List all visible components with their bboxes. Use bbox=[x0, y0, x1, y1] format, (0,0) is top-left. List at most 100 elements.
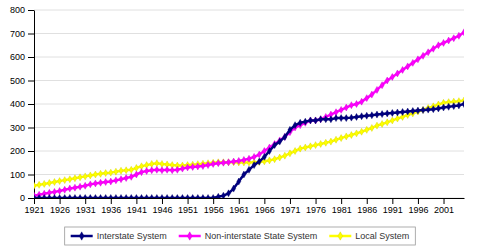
y-tick-mark bbox=[28, 104, 34, 105]
point bbox=[436, 105, 440, 112]
point bbox=[88, 172, 92, 179]
x-tick: 1946 bbox=[152, 198, 172, 215]
point bbox=[288, 126, 292, 133]
point bbox=[303, 118, 307, 125]
point bbox=[267, 157, 271, 164]
point bbox=[390, 117, 394, 124]
point bbox=[68, 185, 72, 192]
point bbox=[411, 59, 415, 66]
point bbox=[211, 195, 215, 198]
series-line bbox=[34, 104, 464, 198]
point bbox=[314, 142, 318, 149]
point bbox=[58, 187, 62, 194]
point bbox=[349, 114, 353, 121]
point bbox=[354, 113, 358, 120]
point bbox=[242, 156, 246, 163]
x-tick: 1971 bbox=[280, 198, 300, 215]
series-layer bbox=[34, 29, 464, 198]
x-tick-label: 1936 bbox=[101, 205, 121, 215]
point bbox=[129, 173, 133, 180]
y-tick: 100 bbox=[10, 170, 34, 180]
grid-line bbox=[34, 33, 464, 34]
point bbox=[170, 167, 174, 174]
legend-frame bbox=[65, 227, 416, 245]
y-tick-label: 700 bbox=[10, 29, 25, 39]
point bbox=[354, 101, 358, 108]
point bbox=[37, 181, 41, 188]
y-tick: 200 bbox=[10, 146, 34, 156]
point bbox=[344, 115, 348, 122]
series-line bbox=[34, 32, 464, 195]
point bbox=[52, 195, 56, 198]
point bbox=[129, 195, 133, 198]
grid-line bbox=[34, 10, 464, 11]
y-tick-mark bbox=[28, 34, 34, 35]
point bbox=[375, 86, 379, 93]
point bbox=[436, 42, 440, 49]
grid-line bbox=[34, 104, 464, 105]
point bbox=[34, 195, 36, 198]
point bbox=[457, 102, 461, 109]
y-tick-mark bbox=[28, 128, 34, 129]
point bbox=[262, 153, 266, 160]
point bbox=[227, 190, 231, 197]
point bbox=[360, 98, 364, 105]
point bbox=[324, 116, 328, 123]
point bbox=[421, 107, 425, 114]
point bbox=[401, 109, 405, 116]
point bbox=[298, 145, 302, 152]
point bbox=[232, 159, 236, 166]
x-tick: 1966 bbox=[255, 198, 275, 215]
point bbox=[34, 182, 36, 189]
point bbox=[360, 113, 364, 120]
point bbox=[99, 195, 103, 198]
x-tick-mark bbox=[162, 198, 163, 204]
y-tick: 800 bbox=[10, 5, 34, 15]
point bbox=[334, 115, 338, 122]
point bbox=[216, 193, 220, 198]
legend-label: Local System bbox=[355, 231, 409, 241]
point bbox=[390, 109, 394, 116]
point bbox=[63, 186, 67, 193]
point bbox=[298, 119, 302, 126]
point bbox=[42, 180, 46, 187]
y-tick-label: 800 bbox=[10, 5, 25, 15]
legend-label: Non-interstate State System bbox=[205, 231, 318, 241]
y-tick-mark bbox=[28, 10, 34, 11]
point bbox=[83, 173, 87, 180]
legend: Interstate System Non-interstate State Sy… bbox=[65, 227, 416, 245]
x-tick: 1961 bbox=[229, 198, 249, 215]
legend-item: Interstate System bbox=[71, 231, 167, 241]
point bbox=[232, 185, 236, 192]
point bbox=[395, 70, 399, 77]
point bbox=[139, 195, 143, 198]
y-tick: 300 bbox=[10, 123, 34, 133]
point bbox=[47, 179, 51, 186]
point bbox=[78, 195, 82, 198]
point bbox=[288, 150, 292, 157]
point bbox=[426, 49, 430, 56]
point bbox=[155, 166, 159, 173]
point bbox=[303, 144, 307, 151]
x-tick: 1991 bbox=[383, 198, 403, 215]
point bbox=[129, 166, 133, 173]
point bbox=[385, 110, 389, 117]
point bbox=[232, 158, 236, 165]
chart: 1921192619311936194119461951195619611966… bbox=[0, 0, 480, 250]
point bbox=[247, 166, 251, 173]
point bbox=[42, 195, 46, 198]
point bbox=[73, 175, 77, 182]
grid-line bbox=[34, 80, 464, 81]
point bbox=[180, 195, 184, 198]
y-tick: 400 bbox=[10, 99, 34, 109]
point bbox=[365, 112, 369, 119]
point bbox=[431, 45, 435, 52]
point bbox=[78, 174, 82, 181]
point bbox=[191, 195, 195, 198]
x-tick-mark bbox=[188, 198, 189, 204]
point bbox=[227, 159, 231, 166]
x-tick: 1956 bbox=[204, 198, 224, 215]
point bbox=[349, 102, 353, 109]
x-tick-mark bbox=[60, 198, 61, 204]
point bbox=[37, 195, 41, 198]
